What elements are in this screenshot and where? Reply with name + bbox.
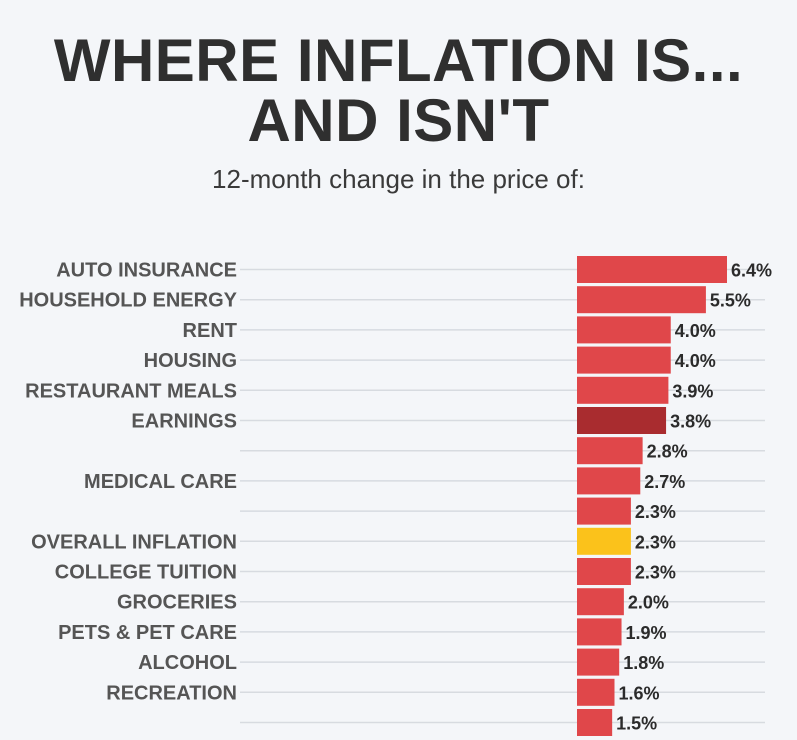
bars: [577, 256, 727, 736]
value-label: 2.8%: [647, 442, 688, 462]
bar: [577, 497, 631, 525]
value-label: 6.4%: [731, 261, 772, 281]
bar: [577, 286, 706, 314]
bar: [577, 316, 671, 344]
value-label: 3.8%: [670, 412, 711, 432]
value-labels: 6.4% 5.5% 4.0% 4.0% 3.9% 3.8% 2.8% 2.7% 2.3% 2.3%…: [616, 261, 772, 734]
value-label: 2.3%: [635, 563, 676, 583]
value-label: 5.5%: [710, 291, 751, 311]
value-label: 2.3%: [635, 502, 676, 522]
chart-title-line-1: WHERE INFLATION IS...: [53, 27, 744, 94]
bar: [577, 709, 613, 736]
value-label: 1.9%: [626, 623, 667, 643]
category-label: RESTAURANT MEALS: [25, 380, 237, 402]
category-label: PETS & PET CARE: [58, 622, 237, 644]
value-label: 1.8%: [623, 653, 664, 673]
category-label: RENT: [183, 320, 237, 342]
category-label: RECREATION: [106, 682, 237, 704]
bar: [577, 678, 615, 706]
category-labels: AUTO INSURANCE HOUSEHOLD ENERGY RENT HOUSIN…: [19, 260, 237, 705]
value-label: 2.0%: [628, 593, 669, 613]
chart-subtitle: 12-month change in the price of:: [212, 164, 585, 194]
category-label: OVERALL INFLATION: [31, 531, 237, 553]
value-label: 2.7%: [644, 472, 685, 492]
grid-lines: [240, 268, 765, 724]
category-label: HOUSING: [144, 350, 237, 372]
value-label: 1.5%: [616, 714, 657, 734]
bar: [577, 256, 727, 283]
value-label: 1.6%: [619, 683, 660, 703]
bar: [577, 467, 641, 495]
bar: [577, 346, 671, 374]
chart-title-line-2: AND ISN'T: [247, 87, 550, 154]
category-label: MEDICAL CARE: [84, 471, 237, 493]
bar: [577, 376, 669, 404]
bar: [577, 437, 643, 465]
value-label: 4.0%: [675, 321, 716, 341]
bar: [577, 618, 622, 646]
category-label: HOUSEHOLD ENERGY: [19, 290, 237, 312]
category-label: COLLEGE TUITION: [55, 562, 237, 584]
bar: [577, 527, 631, 555]
category-label: AUTO INSURANCE: [56, 260, 237, 282]
category-label: EARNINGS: [131, 411, 237, 433]
bar: [577, 558, 631, 585]
category-label: GROCERIES: [117, 592, 237, 614]
value-label: 2.3%: [635, 532, 676, 552]
bar: [577, 648, 620, 676]
bar: [577, 588, 624, 616]
bar: [577, 407, 667, 434]
category-label: ALCOHOL: [138, 652, 237, 674]
value-label: 3.9%: [672, 381, 713, 401]
value-label: 4.0%: [675, 351, 716, 371]
